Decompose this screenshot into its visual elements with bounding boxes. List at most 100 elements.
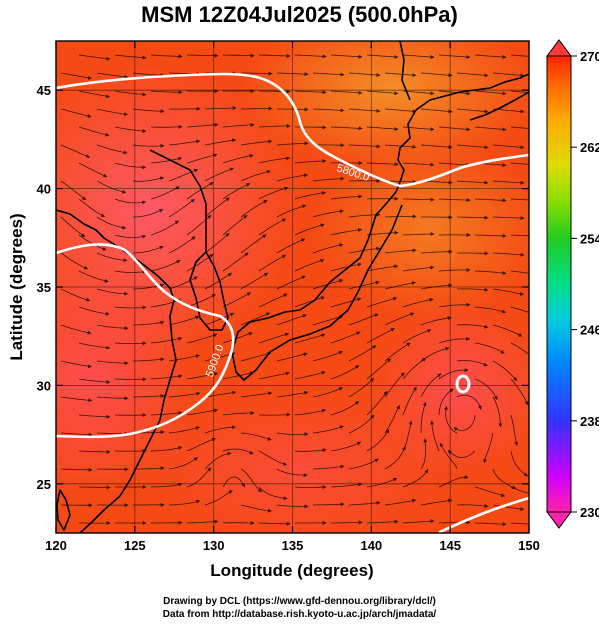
streamline xyxy=(438,388,454,416)
streamline xyxy=(258,371,290,380)
streamline xyxy=(132,72,165,78)
streamline xyxy=(150,124,183,129)
streamline xyxy=(240,351,272,362)
coast-korea xyxy=(189,251,229,331)
streamline xyxy=(150,336,183,344)
streamline xyxy=(492,468,517,490)
streamline xyxy=(240,272,269,290)
streamline xyxy=(438,475,469,488)
streamline xyxy=(348,458,379,470)
streamline xyxy=(294,258,325,272)
streamline xyxy=(420,438,428,470)
streamline xyxy=(510,414,519,446)
x-tick-label: 145 xyxy=(439,538,461,553)
streamline xyxy=(222,476,246,488)
colorbar-tick-label: 254 xyxy=(580,231,599,246)
y-axis-title: Latitude (degrees) xyxy=(7,213,26,360)
x-tick-label: 130 xyxy=(203,538,225,553)
streamline xyxy=(276,468,308,478)
streamline xyxy=(186,153,218,164)
streamline xyxy=(492,216,525,221)
streamline xyxy=(222,183,251,200)
streamline xyxy=(78,90,110,99)
streamline xyxy=(456,360,488,367)
streamline xyxy=(456,144,489,150)
streamline xyxy=(168,426,200,434)
streamline xyxy=(240,139,273,146)
streamline xyxy=(168,457,199,470)
streamline xyxy=(258,486,288,501)
streamline xyxy=(348,414,375,434)
streamline xyxy=(276,141,309,146)
streamline xyxy=(78,414,111,419)
streamline xyxy=(96,144,128,155)
streamline xyxy=(204,232,230,254)
streamline xyxy=(366,126,399,132)
streamline xyxy=(114,305,147,310)
streamline xyxy=(96,324,129,331)
streamline xyxy=(348,72,381,78)
streamline xyxy=(276,390,309,398)
coast-mainland xyxy=(56,209,177,533)
map-title: MSM 12Z04Jul2025 (500.0hPa) xyxy=(141,2,458,27)
streamline xyxy=(78,378,111,385)
streamline xyxy=(366,358,392,380)
streamline xyxy=(492,72,525,78)
streamline xyxy=(96,360,129,366)
streamline xyxy=(168,391,201,398)
streamline xyxy=(312,387,343,398)
streamline xyxy=(240,312,271,326)
streamline xyxy=(366,296,398,308)
streamline xyxy=(186,53,219,58)
streamline xyxy=(222,292,252,308)
streamline xyxy=(150,186,180,200)
contour-5900-se xyxy=(438,496,529,533)
streamline xyxy=(204,425,236,434)
streamline xyxy=(384,144,417,149)
streamline xyxy=(168,139,201,146)
x-axis-ticks: 120 125 130 135 140 145 150 xyxy=(45,41,540,553)
y-tick-label: 25 xyxy=(37,477,51,492)
streamline xyxy=(510,342,529,355)
streamline xyxy=(258,156,291,164)
streamline xyxy=(294,223,325,236)
streamline xyxy=(312,209,344,218)
streamline xyxy=(240,432,272,441)
streamline xyxy=(420,144,453,150)
streamline xyxy=(312,108,345,113)
streamline xyxy=(186,294,216,308)
streamline xyxy=(348,280,380,290)
streamline xyxy=(294,90,327,95)
streamline xyxy=(240,391,273,398)
streamline xyxy=(294,159,327,164)
x-axis-title: Longitude (degrees) xyxy=(210,561,373,580)
streamline xyxy=(132,245,164,254)
streamline xyxy=(132,176,165,182)
streamline xyxy=(60,72,93,80)
streamline xyxy=(456,180,489,185)
streamline xyxy=(204,138,237,146)
streamline xyxy=(241,71,273,76)
streamline xyxy=(240,504,272,513)
credit-data: Data from http://database.rish.kyoto-u.a… xyxy=(162,609,437,620)
streamline xyxy=(186,437,216,452)
streamline xyxy=(492,396,503,428)
streamline xyxy=(474,90,507,96)
streamline xyxy=(384,405,400,434)
streamline xyxy=(438,198,471,203)
streamline xyxy=(96,288,129,296)
streamline xyxy=(133,393,165,398)
streamline xyxy=(456,215,489,220)
streamline xyxy=(240,200,268,218)
streamline xyxy=(204,312,235,326)
streamline xyxy=(510,198,529,201)
streamline xyxy=(420,373,442,398)
colorbar-tick-label: 238 xyxy=(580,414,599,429)
streamline xyxy=(348,144,381,149)
streamline xyxy=(402,90,435,96)
streamline xyxy=(78,306,110,316)
streamline xyxy=(457,251,489,256)
streamline xyxy=(438,520,471,525)
streamline xyxy=(510,522,529,525)
streamline xyxy=(438,302,471,308)
